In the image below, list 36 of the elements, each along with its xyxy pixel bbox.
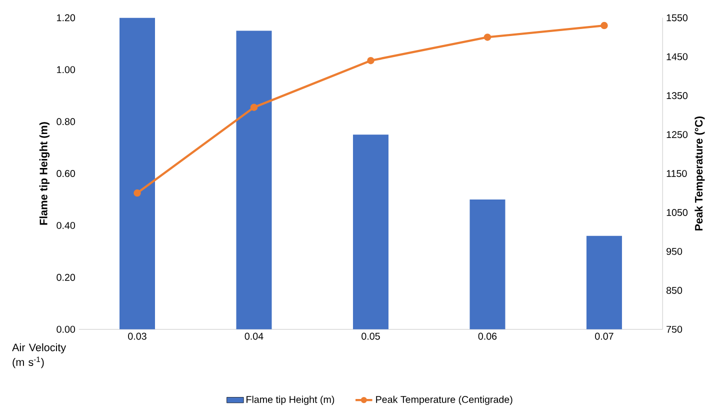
y-tick-label: 0.60 [56,170,76,177]
bar [352,134,388,330]
y2-tick-label: 1150 [666,170,687,177]
y2-tick-label: 1250 [666,130,688,138]
y2-axis-title: Peak Temperature (°C) [694,116,705,230]
x-axis-title: Air Velocity (m s$^{-1}$) [12,343,66,368]
bar [586,236,622,330]
y2-tick-label: 750 [666,326,682,333]
x-tick-label: 0.04 [244,332,264,340]
bar [120,18,155,330]
x-tick-label: 0.03 [128,332,146,340]
x-tick-label: 0.07 [595,332,614,340]
point [600,22,608,30]
point [250,104,258,111]
y2-tick-label: 950 [666,248,682,255]
y2-tick-label: 1550 [666,14,688,22]
bar [236,30,272,330]
y-tick-label: 0.80 [56,118,76,125]
y-tick-label: 1.20 [57,14,76,22]
bar [470,199,506,330]
point [367,56,374,64]
y-tick-label: 0.20 [56,274,76,281]
y-tick-label: 0.40 [56,222,76,229]
y2-tick-label: 1050 [666,208,688,216]
y-tick-label: 0.00 [56,326,76,333]
point [134,189,141,197]
y-tick-label: 1.00 [57,66,76,74]
legend-label: Peak Temperature (Centigrade) [376,396,512,405]
y2-tick-label: 850 [666,286,682,294]
y2-tick-label: 1450 [666,53,688,60]
y2-tick-label: 1350 [666,92,688,99]
point [484,33,492,41]
legend-label: Flame tip Height (m) [246,396,334,405]
y-axis-title: Flame tip Height (m) [39,122,50,225]
x-tick-label: 0.05 [362,332,380,340]
x-tick-label: 0.06 [478,332,497,340]
